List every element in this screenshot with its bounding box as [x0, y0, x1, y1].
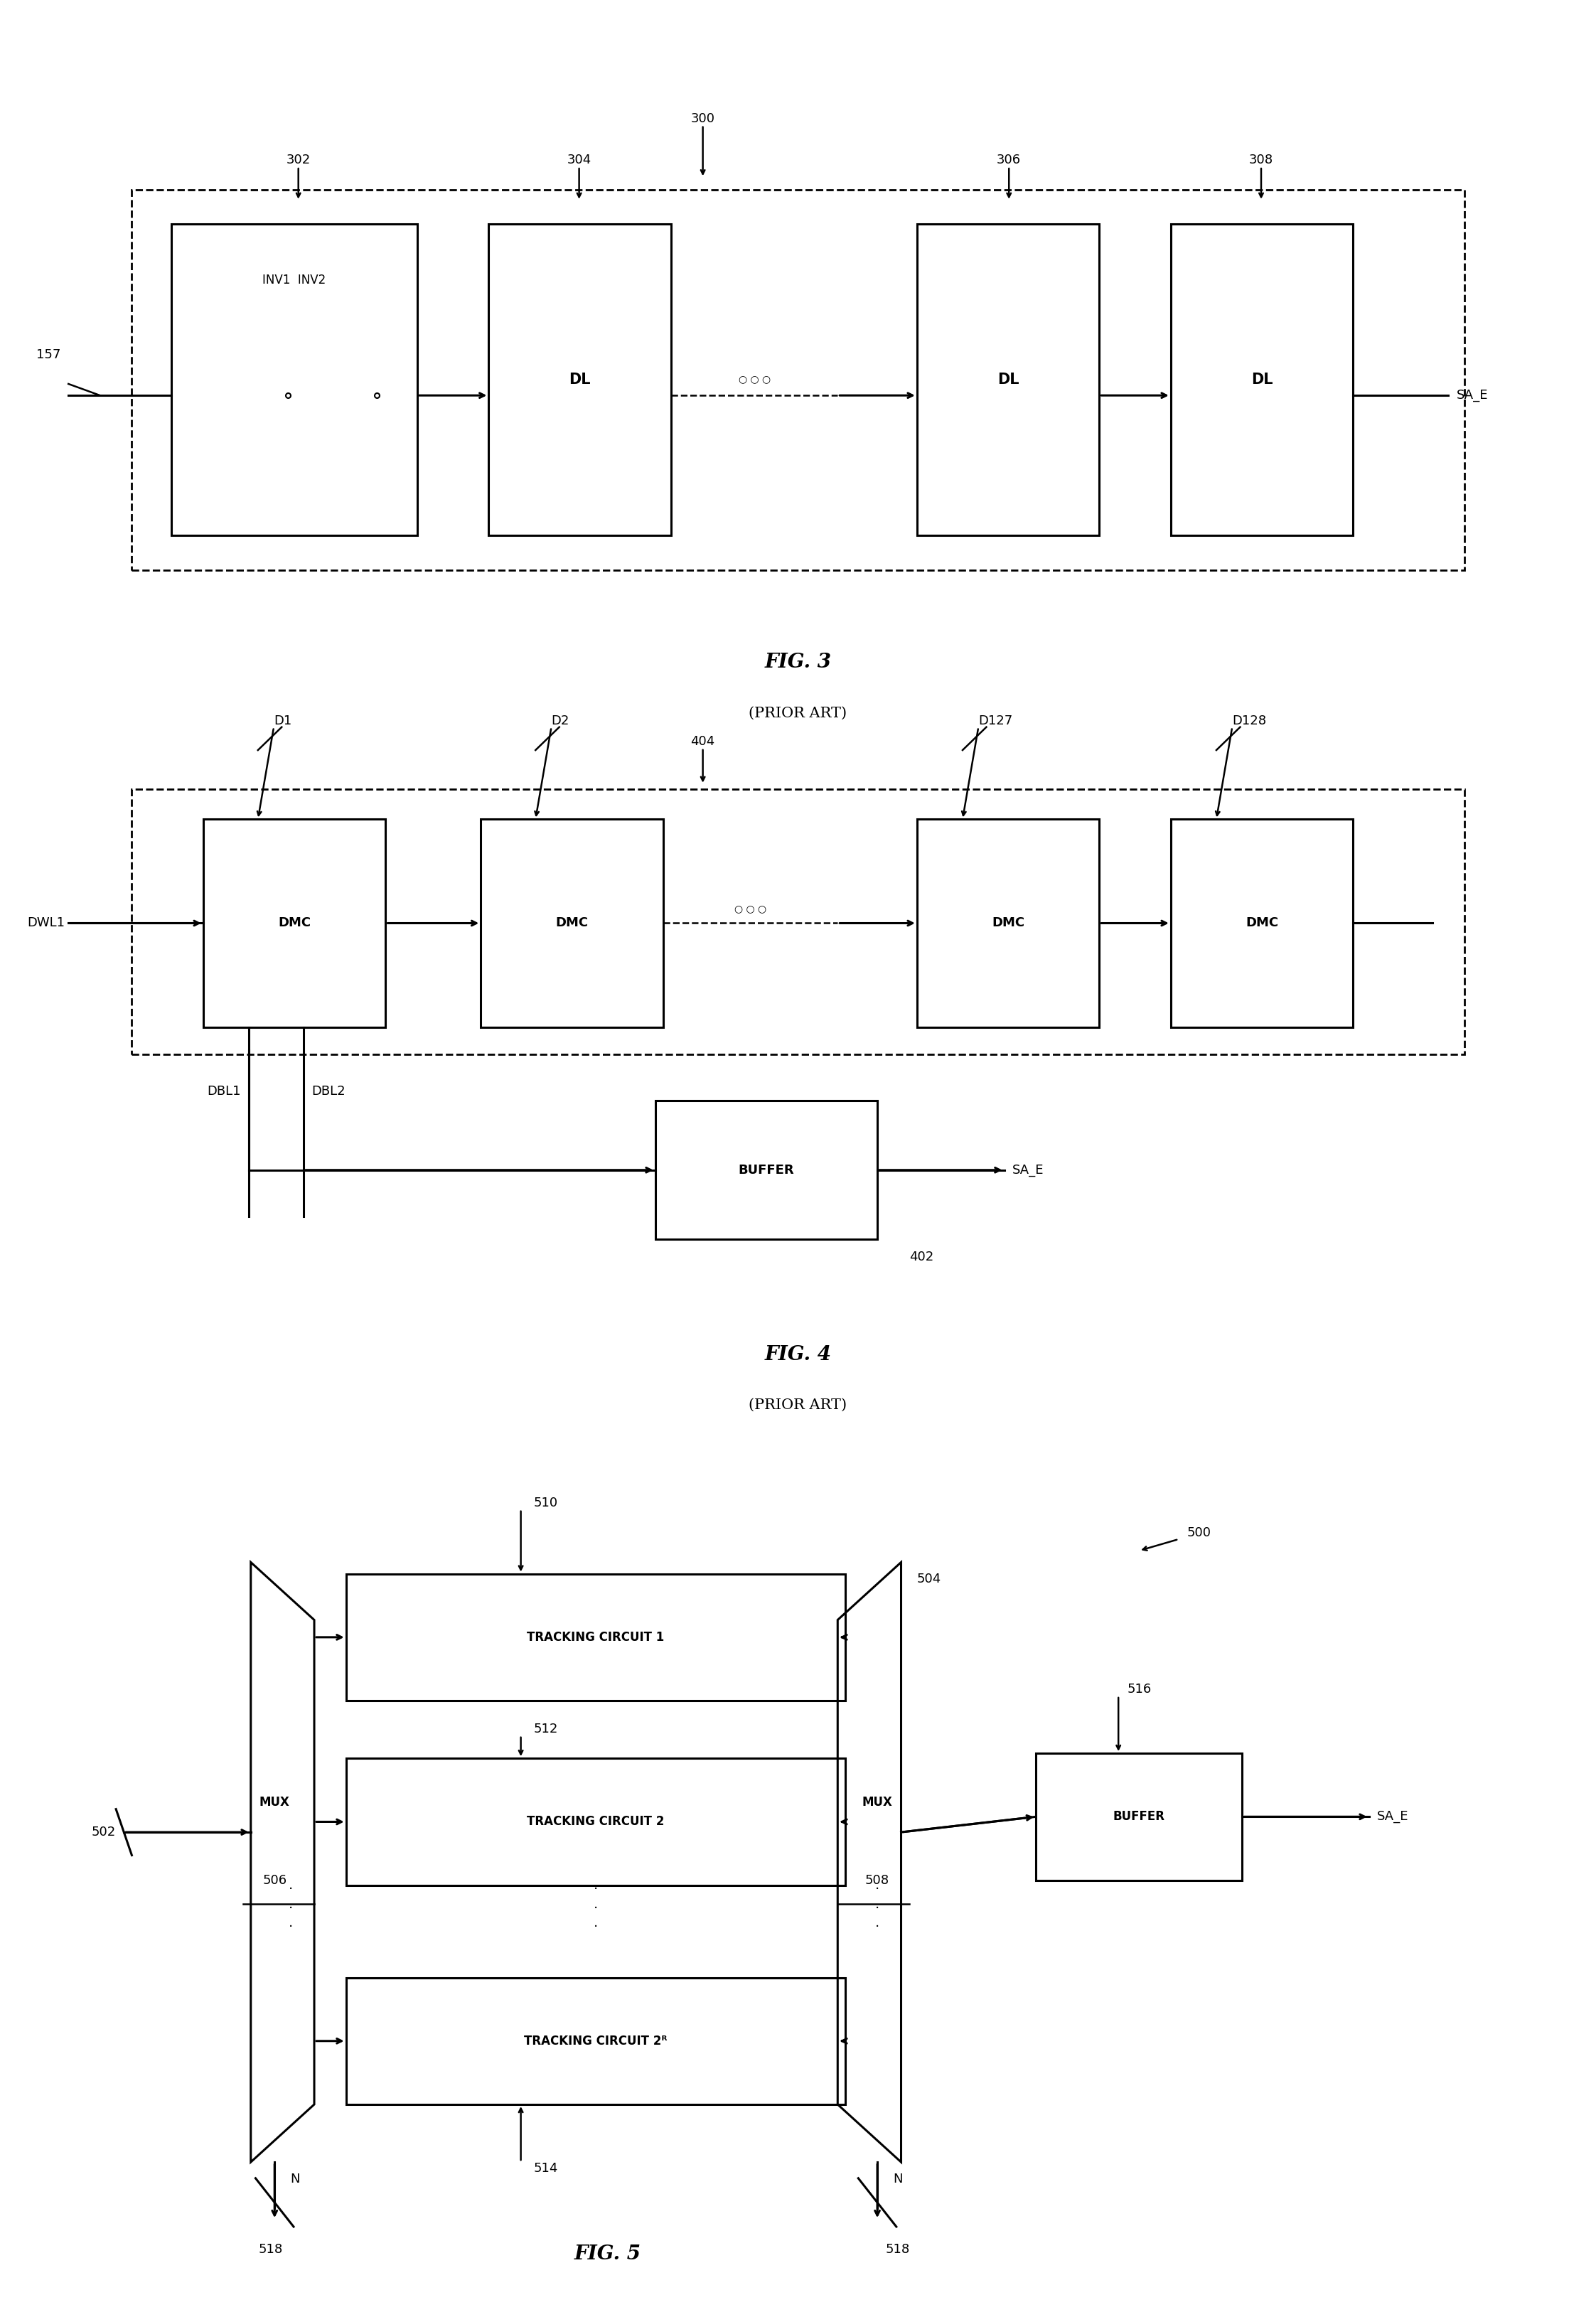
Text: BUFFER: BUFFER — [739, 1163, 795, 1177]
Text: 504: 504 — [918, 1573, 942, 1585]
Text: BUFFER: BUFFER — [1112, 1810, 1165, 1823]
Text: DL: DL — [570, 373, 591, 387]
Text: DMC: DMC — [1245, 918, 1278, 929]
Text: ·
·
·: · · · — [875, 1884, 879, 1935]
Text: MUX: MUX — [259, 1796, 290, 1810]
Text: 306: 306 — [998, 153, 1021, 167]
Text: FIG. 3: FIG. 3 — [764, 653, 832, 672]
Text: N: N — [290, 2173, 300, 2185]
FancyBboxPatch shape — [346, 1976, 846, 2104]
Text: DMC: DMC — [991, 918, 1025, 929]
Text: 308: 308 — [1250, 153, 1274, 167]
Text: 510: 510 — [533, 1497, 559, 1508]
Text: DWL1: DWL1 — [27, 918, 65, 929]
Text: DMC: DMC — [555, 918, 589, 929]
Text: (PRIOR ART): (PRIOR ART) — [749, 1399, 847, 1411]
Text: DBL1: DBL1 — [207, 1084, 241, 1098]
Text: (PRIOR ART): (PRIOR ART) — [749, 707, 847, 721]
Text: 516: 516 — [1127, 1682, 1151, 1696]
Text: D127: D127 — [978, 714, 1013, 728]
Text: FIG. 4: FIG. 4 — [764, 1344, 832, 1365]
FancyBboxPatch shape — [488, 225, 670, 535]
Text: 304: 304 — [567, 153, 591, 167]
FancyBboxPatch shape — [1171, 820, 1353, 1026]
Text: ·
·
·: · · · — [594, 1884, 598, 1935]
Text: 518: 518 — [886, 2243, 910, 2257]
Text: TRACKING CIRCUIT 2: TRACKING CIRCUIT 2 — [527, 1817, 664, 1828]
Text: TRACKING CIRCUIT 1: TRACKING CIRCUIT 1 — [527, 1631, 664, 1643]
FancyBboxPatch shape — [1036, 1754, 1242, 1879]
Text: 302: 302 — [286, 153, 311, 167]
FancyBboxPatch shape — [346, 1573, 846, 1701]
Text: DBL2: DBL2 — [311, 1084, 345, 1098]
Text: 404: 404 — [691, 734, 715, 748]
Text: 402: 402 — [910, 1251, 934, 1263]
Text: 300: 300 — [691, 111, 715, 125]
FancyBboxPatch shape — [1171, 225, 1353, 535]
FancyBboxPatch shape — [918, 820, 1100, 1026]
Text: 514: 514 — [533, 2162, 559, 2176]
Text: D128: D128 — [1232, 714, 1266, 728]
Text: TRACKING CIRCUIT 2ᴿ: TRACKING CIRCUIT 2ᴿ — [523, 2034, 667, 2048]
Text: 500: 500 — [1186, 1527, 1211, 1538]
Text: 506: 506 — [262, 1874, 287, 1886]
Text: ○ ○ ○: ○ ○ ○ — [734, 904, 766, 913]
Text: FIG. 5: FIG. 5 — [575, 2245, 642, 2264]
Text: 518: 518 — [259, 2243, 282, 2257]
Text: INV1  INV2: INV1 INV2 — [263, 273, 326, 287]
Text: SA_E: SA_E — [1377, 1810, 1409, 1823]
Text: 508: 508 — [865, 1874, 889, 1886]
Text: D2: D2 — [551, 714, 570, 728]
Text: N: N — [894, 2173, 903, 2185]
Text: DL: DL — [1251, 373, 1272, 387]
FancyBboxPatch shape — [171, 225, 417, 535]
FancyBboxPatch shape — [203, 820, 386, 1026]
Text: MUX: MUX — [862, 1796, 892, 1810]
FancyBboxPatch shape — [918, 225, 1100, 535]
Text: ○ ○ ○: ○ ○ ○ — [739, 373, 771, 385]
Text: 512: 512 — [533, 1722, 559, 1735]
Text: SA_E: SA_E — [1012, 1163, 1044, 1177]
FancyBboxPatch shape — [656, 1101, 878, 1240]
Text: D1: D1 — [275, 714, 292, 728]
Text: 157: 157 — [37, 348, 61, 361]
Text: DL: DL — [998, 373, 1018, 387]
Text: SA_E: SA_E — [1456, 389, 1487, 401]
Text: 502: 502 — [91, 1826, 117, 1840]
Text: ·
·
·: · · · — [289, 1884, 292, 1935]
FancyBboxPatch shape — [480, 820, 664, 1026]
FancyBboxPatch shape — [346, 1759, 846, 1886]
Text: DMC: DMC — [278, 918, 311, 929]
